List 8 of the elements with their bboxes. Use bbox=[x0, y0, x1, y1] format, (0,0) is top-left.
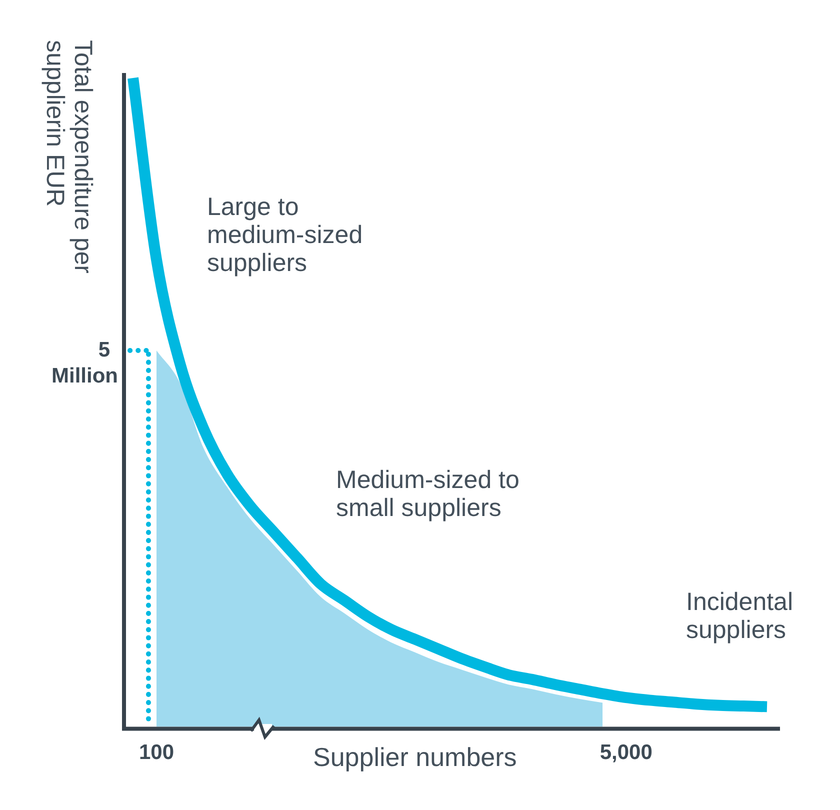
annotation: Incidental suppliers bbox=[686, 588, 794, 644]
ref-line-label: 5 Million bbox=[52, 338, 118, 388]
annotation: Medium-sized to small suppliers bbox=[336, 466, 520, 522]
y-axis-title: Total expenditure per supplierin EUR bbox=[41, 40, 97, 276]
x-axis-title: Supplier numbers bbox=[313, 742, 517, 773]
annotation: Large to medium-sized suppliers bbox=[207, 193, 363, 277]
x-tick-label: 100 bbox=[138, 741, 174, 764]
x-tick-label: 5,000 bbox=[600, 741, 652, 764]
